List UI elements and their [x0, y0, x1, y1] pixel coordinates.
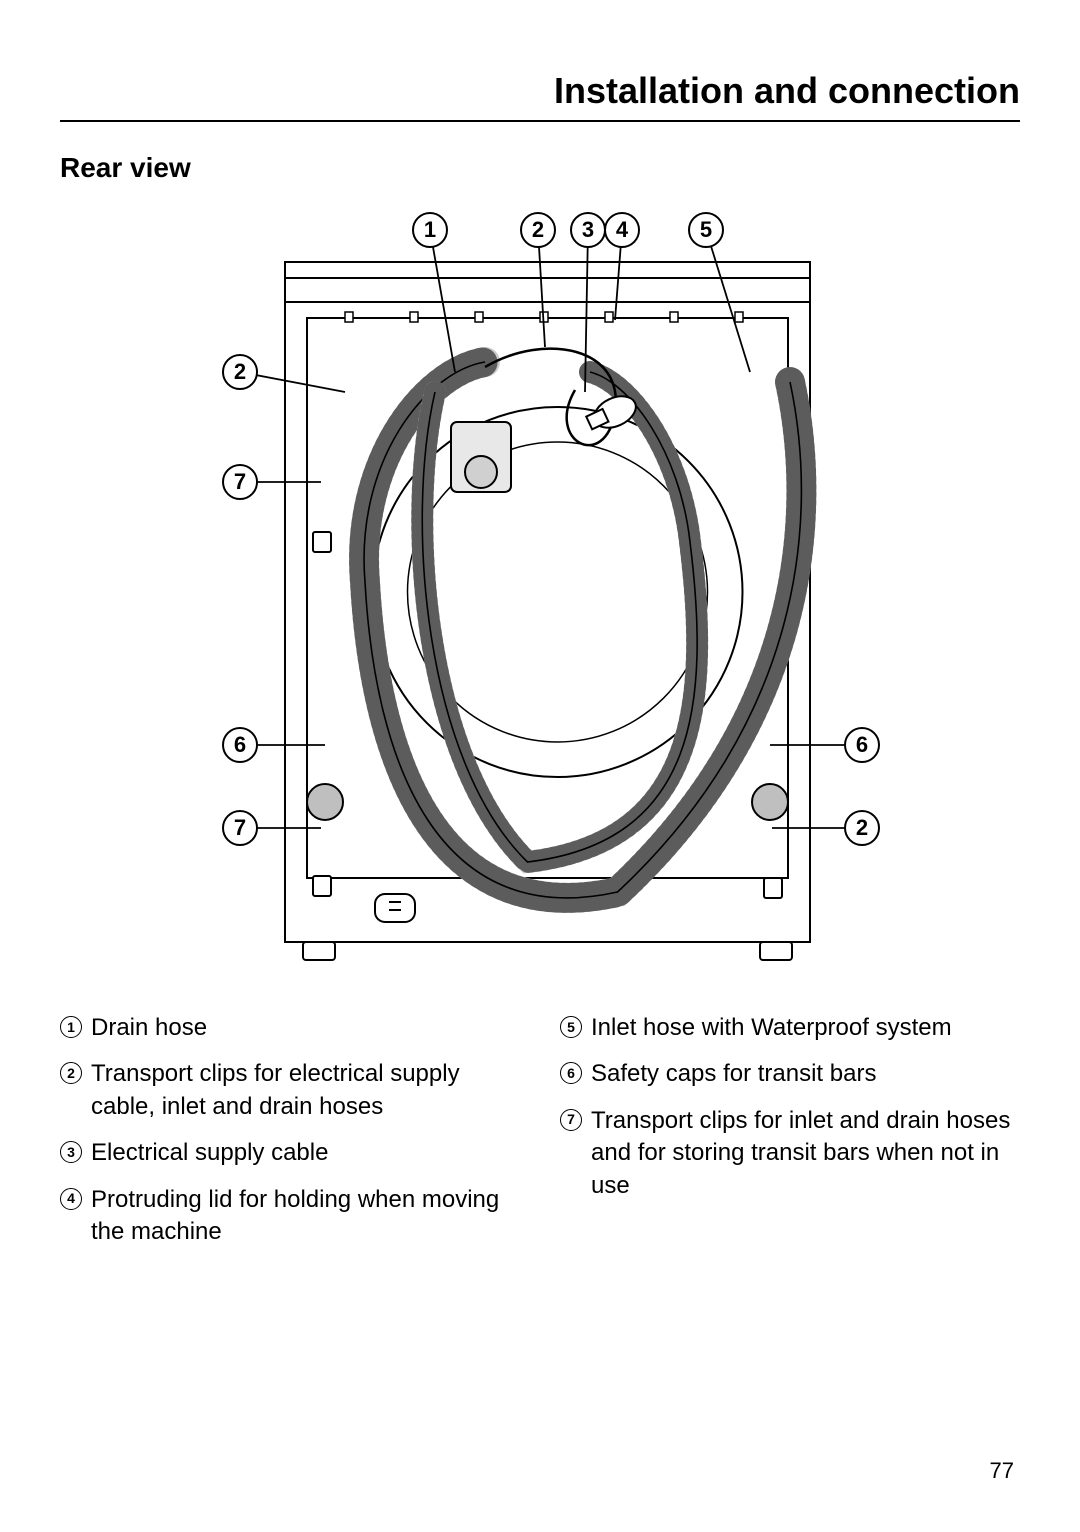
svg-text:6: 6 [856, 732, 868, 757]
svg-text:4: 4 [616, 217, 629, 242]
svg-text:7: 7 [234, 815, 246, 840]
legend-text: Protruding lid for holding when moving t… [91, 1184, 520, 1249]
rear-view-diagram: 1 2 34 5 2 7 6 7 6 2 [130, 202, 950, 982]
legend-item: 1 Drain hose [60, 1012, 520, 1044]
legend-text: Transport clips for electrical supply ca… [91, 1058, 520, 1123]
legend-item: 2 Transport clips for electrical supply c… [60, 1058, 520, 1123]
page-title: Installation and connection [60, 70, 1020, 122]
legend: 1 Drain hose 2 Transport clips for electric… [60, 1012, 1020, 1262]
legend-text: Inlet hose with Waterproof system [591, 1012, 1020, 1044]
svg-text:1: 1 [424, 217, 436, 242]
legend-number: 6 [560, 1062, 582, 1084]
page-number: 77 [990, 1458, 1014, 1484]
legend-number: 7 [560, 1109, 582, 1131]
svg-text:3: 3 [582, 217, 594, 242]
legend-text: Safety caps for transit bars [591, 1058, 1020, 1090]
svg-text:6: 6 [234, 732, 246, 757]
svg-text:7: 7 [234, 469, 246, 494]
legend-item: 4 Protruding lid for holding when moving … [60, 1184, 520, 1249]
legend-number: 5 [560, 1016, 582, 1038]
legend-number: 3 [60, 1141, 82, 1163]
svg-text:2: 2 [856, 815, 868, 840]
legend-text: Electrical supply cable [91, 1137, 520, 1169]
legend-number: 2 [60, 1062, 82, 1084]
legend-number: 4 [60, 1188, 82, 1210]
legend-item: 5 Inlet hose with Waterproof system [560, 1012, 1020, 1044]
legend-item: 3 Electrical supply cable [60, 1137, 520, 1169]
svg-text:5: 5 [700, 217, 712, 242]
legend-item: 6 Safety caps for transit bars [560, 1058, 1020, 1090]
svg-text:2: 2 [532, 217, 544, 242]
legend-text: Drain hose [91, 1012, 520, 1044]
svg-text:2: 2 [234, 359, 246, 384]
legend-number: 1 [60, 1016, 82, 1038]
section-subtitle: Rear view [60, 152, 1020, 184]
legend-item: 7 Transport clips for inlet and drain hos… [560, 1105, 1020, 1202]
legend-text: Transport clips for inlet and drain hose… [591, 1105, 1020, 1202]
